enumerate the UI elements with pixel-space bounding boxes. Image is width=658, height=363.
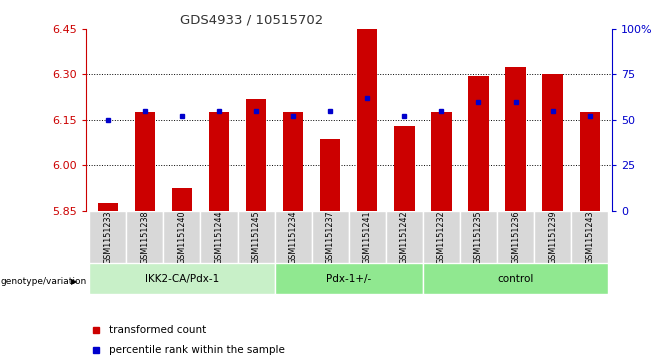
Bar [209,112,229,211]
Text: GSM1151232: GSM1151232 [437,210,446,264]
Bar [423,263,608,294]
Bar [431,112,451,211]
Bar [534,211,571,263]
Bar [320,139,340,211]
Text: GSM1151240: GSM1151240 [178,210,186,264]
Bar [357,29,378,211]
Text: GSM1151239: GSM1151239 [548,210,557,264]
Bar [580,112,600,211]
Text: GSM1151244: GSM1151244 [215,210,224,264]
Text: GSM1151241: GSM1151241 [363,210,372,264]
Bar [571,211,608,263]
Bar [163,211,201,263]
Bar [312,211,349,263]
Text: IKK2-CA/Pdx-1: IKK2-CA/Pdx-1 [145,274,219,284]
Bar [423,211,460,263]
Bar [349,211,386,263]
Bar [394,126,415,211]
Text: GSM1151245: GSM1151245 [251,210,261,264]
Text: GSM1151243: GSM1151243 [585,210,594,264]
Text: GSM1151237: GSM1151237 [326,210,335,264]
Bar [283,112,303,211]
Bar [89,211,126,263]
Text: GSM1151233: GSM1151233 [103,210,113,264]
Bar [89,263,274,294]
Bar [505,67,526,211]
Text: GSM1151238: GSM1151238 [140,210,149,264]
Text: Pdx-1+/-: Pdx-1+/- [326,274,371,284]
Bar [172,188,192,211]
Text: genotype/variation: genotype/variation [1,277,87,286]
Text: GSM1151242: GSM1151242 [400,210,409,264]
Text: GDS4933 / 10515702: GDS4933 / 10515702 [180,13,324,26]
Bar [497,211,534,263]
Text: transformed count: transformed count [109,325,207,335]
Bar [274,263,423,294]
Bar [468,76,489,211]
Bar [246,99,266,211]
Bar [201,211,238,263]
Bar [238,211,274,263]
Bar [386,211,423,263]
Bar [97,203,118,211]
Bar [126,211,163,263]
Text: GSM1151236: GSM1151236 [511,210,520,264]
Bar [135,112,155,211]
Bar [542,74,563,211]
Text: control: control [497,274,534,284]
Text: ▶: ▶ [71,277,78,286]
Bar [274,211,312,263]
Bar [460,211,497,263]
Text: percentile rank within the sample: percentile rank within the sample [109,345,285,355]
Text: GSM1151235: GSM1151235 [474,210,483,264]
Text: GSM1151234: GSM1151234 [289,210,297,264]
